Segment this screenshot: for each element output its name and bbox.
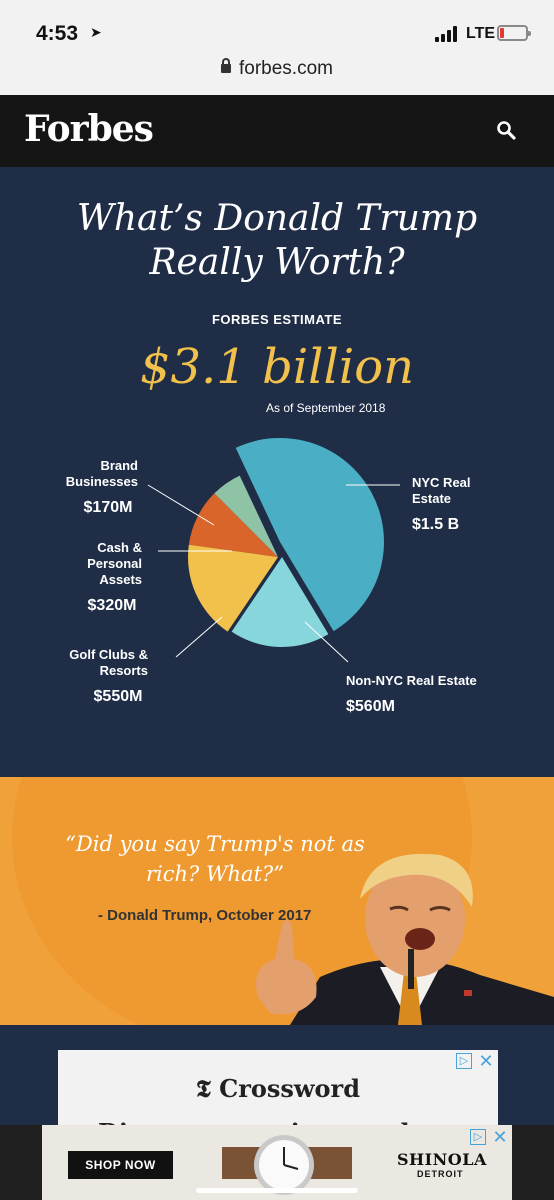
leader-line [147,484,215,526]
pie-slice-brand-businesses [214,475,278,557]
title-line-1: What’s Donald Trump [76,198,478,239]
net-worth-pie-chart: NYC Real Estate $1.5 B Non-NYC Real Estate $… [66,437,477,715]
slice-value-label: $320M [88,597,137,614]
shinola-banner[interactable]: SHOP NOW SHINOLA DETROIT ▷ ✕ [42,1125,512,1200]
shinola-city: DETROIT [417,1169,464,1179]
pie-slice-golf-clubs-resorts [187,544,278,632]
close-ad-icon[interactable]: ✕ [492,1127,508,1147]
infographic: What’s Donald Trump Really Worth? FORBES… [0,167,554,777]
nyt-logo-icon: 𝕿 [196,1074,220,1103]
slice-value-label: $170M [84,499,133,516]
status-time: 4:53 [36,22,79,45]
forbes-logo[interactable]: Forbes [24,108,154,150]
lock-icon [221,58,231,73]
pie-slice-cash-personal-assets [188,493,278,557]
slice-label: Non-NYC Real Estate [346,673,477,688]
crossword-title: 𝕿 Crossword [196,1074,360,1103]
url-text: forbes.com [239,58,333,79]
quote-citation: - Donald Trump, October 2017 [98,907,312,924]
shinola-ad[interactable]: SHOP NOW SHINOLA DETROIT ▷ ✕ [0,1125,554,1200]
pie-slice-nyc-real-estate [235,437,385,632]
network-type: LTE [466,25,496,42]
slice-value-label: $1.5 B [412,516,459,533]
quote-line-1: “Did you say Trump's not as [65,832,365,856]
signal-icon [435,26,461,42]
estimate-value: $3.1 billion [139,339,415,395]
leader-line [175,616,223,658]
slice-label: Golf Clubs & Resorts [69,647,148,678]
estimate-label: FORBES ESTIMATE [211,312,343,327]
adchoices-icon[interactable]: ▷ [456,1053,472,1069]
slice-label: NYC Real Estate [412,475,471,506]
slice-value-label: $550M [94,688,143,705]
adchoices-icon[interactable]: ▷ [470,1129,486,1145]
slice-label: Brand Businesses [66,458,138,489]
slice-value-label: $560M [346,698,395,715]
status-bar: 4:53 ➤ LTE forbes.com [0,0,554,95]
site-header: Forbes [0,95,554,167]
shinola-logo: SHINOLA [397,1150,487,1169]
location-arrow-icon: ➤ [90,24,102,40]
quote-section: “Did you say Trump's not as rich? What?”… [0,777,554,1025]
quote-text: “Did you say Trump's not as rich? What?” [40,829,390,889]
leader-line [304,621,349,663]
pie-slice-non-nyc-real-estate [231,557,329,647]
title-line-2: Really Worth? [149,242,405,283]
search-icon[interactable] [496,120,516,140]
slice-label: Cash & Personal Assets [87,540,142,587]
battery-icon [497,25,531,41]
home-indicator [196,1188,358,1193]
infographic-title: What’s Donald Trump Really Worth? [0,197,554,285]
estimate-date: As of September 2018 [266,401,386,415]
watch-image [222,1135,352,1195]
close-ad-icon[interactable]: ✕ [478,1051,494,1071]
quote-line-2: rich? What?” [145,862,285,886]
address-bar[interactable]: forbes.com [0,58,554,80]
shop-now-button[interactable]: SHOP NOW [68,1151,173,1179]
trump-photo [256,853,554,1025]
